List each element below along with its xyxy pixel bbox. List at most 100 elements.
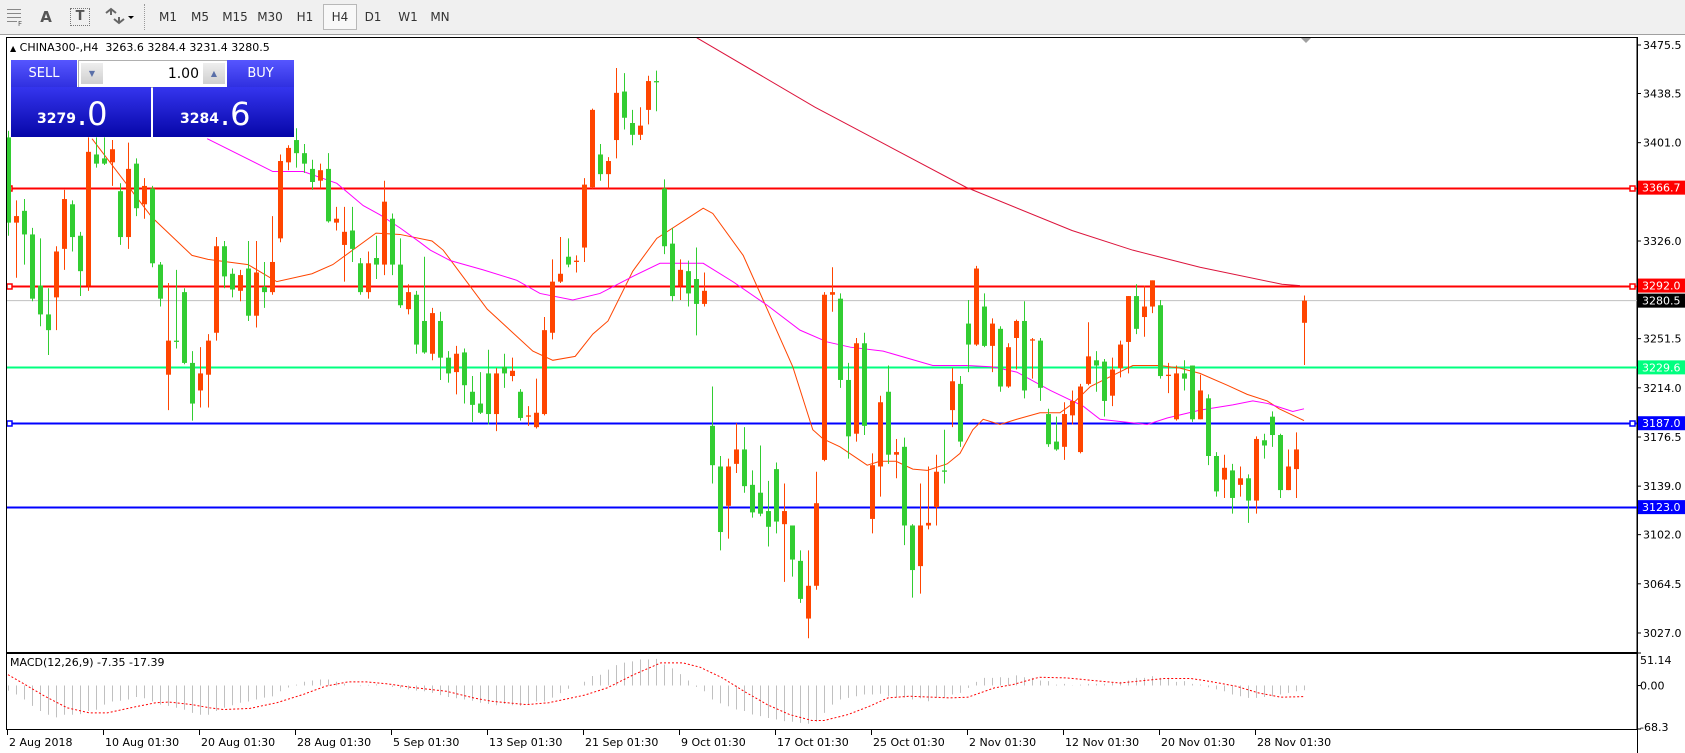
candle	[862, 332, 867, 436]
date-tick-label: 13 Sep 01:30	[489, 736, 562, 749]
candle-body	[462, 352, 467, 386]
candle	[1102, 358, 1107, 417]
candle-body	[934, 471, 939, 508]
candle-body	[454, 353, 459, 373]
candle	[150, 185, 155, 268]
candle	[230, 268, 235, 298]
candle-body	[526, 415, 531, 417]
line-handle[interactable]	[1629, 420, 1636, 427]
one-click-trading-panel: SELL ▼ 1.00 ▲ BUY 3279 .0 3284 .6	[11, 60, 294, 137]
candle-body	[742, 449, 747, 487]
candle	[726, 458, 731, 539]
buy-button[interactable]: BUY	[227, 60, 294, 87]
candle	[1038, 338, 1043, 401]
candle-body	[806, 585, 811, 619]
volume-input[interactable]: 1.00	[167, 66, 199, 82]
price-tick-label: 3176.5	[1643, 431, 1682, 444]
candle	[126, 142, 131, 249]
collapse-triangle-icon[interactable]: ▲	[10, 44, 17, 53]
macd-tick-label: 0.00	[1640, 680, 1665, 693]
buy-price-button[interactable]: 3284 .6	[153, 87, 294, 137]
candle-body	[1278, 435, 1283, 491]
candle	[1254, 436, 1259, 514]
timeframe-d1-button[interactable]: D1	[364, 10, 382, 24]
candle	[38, 238, 43, 327]
candle-body	[422, 320, 427, 353]
candle	[142, 178, 147, 219]
text-box-icon[interactable]: T	[70, 8, 90, 26]
svg-text:F: F	[18, 20, 22, 27]
candle	[278, 154, 283, 243]
line-handle[interactable]	[1629, 283, 1636, 290]
candle-body	[878, 402, 883, 467]
sell-button[interactable]: SELL	[11, 60, 77, 87]
periodicity-grid-icon[interactable]: F	[4, 5, 26, 29]
timeframe-mn-button[interactable]: MN	[430, 10, 450, 24]
candle-body	[342, 231, 347, 245]
timeframe-m30-button[interactable]: M30	[257, 10, 283, 24]
sell-price-button[interactable]: 3279 .0	[11, 87, 151, 137]
line-handle[interactable]	[7, 420, 13, 427]
timeframe-m1-button[interactable]: M1	[159, 10, 177, 24]
candle-body	[14, 216, 19, 223]
candle	[622, 73, 627, 130]
candle	[174, 269, 179, 349]
text-label-icon[interactable]: A	[40, 8, 52, 26]
candle	[1214, 452, 1219, 497]
candle	[734, 423, 739, 474]
candle-body	[126, 168, 131, 238]
timeframe-h4-button[interactable]: H4	[323, 4, 357, 30]
candle	[1134, 284, 1139, 335]
candle	[990, 318, 995, 373]
line-handle[interactable]	[7, 283, 13, 290]
candle-body	[958, 383, 963, 442]
symbol-label: CHINA300-,H4	[19, 41, 99, 54]
candle-body	[1238, 478, 1243, 485]
candle-body	[670, 243, 675, 297]
candle-body	[1254, 438, 1259, 501]
candle-body	[214, 246, 219, 333]
sell-price-fraction: .0	[77, 95, 108, 133]
candle	[782, 483, 787, 582]
volume-decrease-button[interactable]: ▼	[81, 63, 103, 84]
candle-body	[478, 403, 483, 413]
candle	[254, 240, 259, 328]
timeframe-h1-button[interactable]: H1	[296, 10, 314, 24]
candle-body	[982, 306, 987, 346]
date-tick-label: 21 Sep 01:30	[585, 736, 658, 749]
candle-body	[1046, 414, 1051, 445]
candle	[670, 227, 675, 302]
candle-body	[406, 292, 411, 310]
candle	[1238, 466, 1243, 497]
candle-body	[718, 466, 723, 533]
candle	[1070, 390, 1075, 425]
date-tick-label: 28 Aug 01:30	[297, 736, 371, 749]
candle-body	[294, 140, 299, 154]
macd-pane-frame	[6, 653, 1638, 730]
candle-body	[1158, 305, 1163, 377]
candle-body	[1118, 344, 1123, 369]
volume-increase-button[interactable]: ▲	[203, 63, 225, 84]
volume-stepper[interactable]: ▼ 1.00 ▲	[78, 60, 228, 88]
candle-body	[502, 366, 507, 374]
timeframe-m5-button[interactable]: M5	[191, 10, 209, 24]
candle	[318, 163, 323, 189]
candle-body	[518, 391, 523, 418]
timeframe-w1-button[interactable]: W1	[398, 10, 418, 24]
candle	[654, 70, 659, 112]
candle	[1110, 357, 1115, 407]
candle	[614, 67, 619, 159]
candle	[214, 237, 219, 341]
candle	[1086, 322, 1091, 386]
candle-body	[46, 314, 51, 331]
chart-shift-marker-icon[interactable]	[1301, 38, 1311, 43]
line-handle[interactable]	[1629, 185, 1636, 192]
candle-body	[278, 161, 283, 239]
candle	[238, 269, 243, 302]
candle-body	[622, 91, 627, 118]
candle	[382, 180, 387, 276]
timeframe-m15-button[interactable]: M15	[222, 10, 248, 24]
candle	[1118, 340, 1123, 378]
arrows-icon[interactable]	[102, 5, 136, 29]
